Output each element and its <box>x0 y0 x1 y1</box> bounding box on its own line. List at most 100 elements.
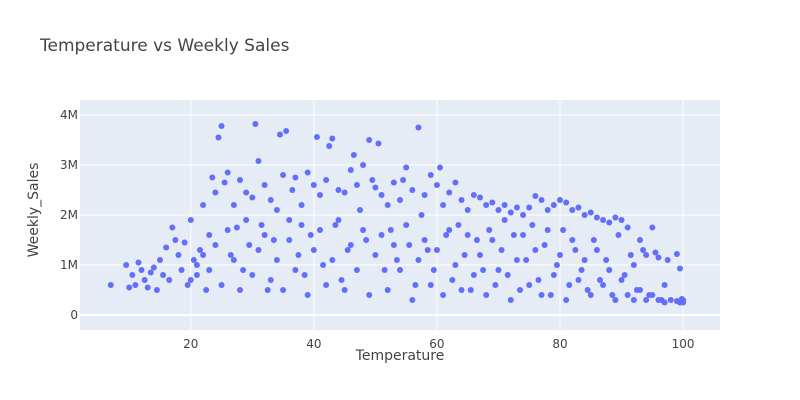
y-axis-label: Weekly_Sales <box>26 163 42 258</box>
scatter-point <box>569 207 576 213</box>
scatter-point <box>166 277 173 283</box>
scatter-point <box>461 252 468 258</box>
y-tick-label: 0 <box>70 308 78 322</box>
scatter-point <box>233 224 240 231</box>
scatter-point <box>575 204 582 211</box>
scatter-point <box>526 282 533 288</box>
scatter-point <box>178 267 185 273</box>
scatter-point <box>317 227 323 233</box>
scatter-point <box>486 227 493 233</box>
scatter-point <box>212 189 219 196</box>
scatter-point <box>369 177 376 183</box>
scatter-point <box>187 277 194 283</box>
scatter-point <box>538 292 545 298</box>
scatter-point <box>323 282 330 288</box>
scatter-point <box>458 197 465 203</box>
scatter-point <box>553 262 560 268</box>
scatter-point <box>200 252 207 258</box>
scatter-point <box>147 269 154 276</box>
scatter-point <box>301 272 308 278</box>
scatter-point <box>424 247 431 253</box>
scatter-point <box>329 135 336 142</box>
scatter-point <box>218 123 225 129</box>
scatter-point <box>218 282 225 288</box>
scatter-point <box>489 237 496 243</box>
scatter-point <box>230 202 237 208</box>
scatter-point <box>298 222 305 228</box>
scatter-point <box>292 267 299 273</box>
scatter-point <box>541 242 548 248</box>
scatter-point <box>280 172 287 178</box>
scatter-point <box>480 267 487 273</box>
scatter-point <box>341 189 348 196</box>
scatter-point <box>421 237 428 243</box>
scatter-point <box>563 297 570 303</box>
scatter-point <box>141 277 148 283</box>
scatter-point <box>467 287 474 293</box>
scatter-point <box>264 287 271 293</box>
scatter-point <box>550 202 557 208</box>
scatter-point <box>477 194 483 201</box>
scatter-point <box>187 217 194 223</box>
scatter-point <box>206 232 213 238</box>
scatter-point <box>507 297 514 303</box>
scatter-point <box>427 172 434 178</box>
scatter-point <box>609 292 616 298</box>
scatter-point <box>618 217 625 223</box>
scatter-point <box>329 257 336 263</box>
scatter-point <box>624 292 631 298</box>
scatter-point <box>603 257 610 263</box>
scatter-point <box>643 252 650 258</box>
scatter-point <box>273 207 280 213</box>
scatter-point <box>538 197 545 203</box>
x-tick-label: 100 <box>672 337 695 351</box>
scatter-point <box>289 187 296 193</box>
scatter-point <box>563 199 570 206</box>
scatter-point <box>618 277 625 283</box>
scatter-point <box>464 232 471 238</box>
scatter-point <box>452 262 459 268</box>
scatter-point <box>320 262 327 268</box>
scatter-point <box>267 197 274 203</box>
scatter-point <box>310 182 317 188</box>
scatter-point <box>286 237 293 243</box>
scatter-point <box>332 222 339 228</box>
scatter-point <box>433 182 440 188</box>
scatter-point <box>606 219 613 226</box>
scatter-point <box>593 247 600 253</box>
scatter-point <box>409 297 416 303</box>
scatter-point <box>513 257 520 263</box>
scatter-point <box>224 227 231 233</box>
scatter-point <box>221 179 228 186</box>
scatter-point <box>203 287 210 293</box>
scatter-point <box>437 164 443 171</box>
scatter-point <box>292 174 299 181</box>
scatter-point <box>353 267 360 273</box>
scatter-point <box>597 277 603 283</box>
scatter-point <box>529 222 536 228</box>
scatter-point <box>335 217 342 223</box>
scatter-point <box>606 267 613 273</box>
scatter-point <box>295 252 302 258</box>
scatter-point <box>153 287 160 293</box>
scatter-point <box>557 252 563 258</box>
scatter-point <box>600 282 607 288</box>
scatter-point <box>123 262 130 268</box>
y-tick-label: 4M <box>60 108 78 122</box>
scatter-point <box>630 262 637 268</box>
y-tick-label: 1M <box>60 258 78 272</box>
scatter-point <box>252 121 259 127</box>
scatter-point <box>677 265 683 272</box>
scatter-point <box>446 189 453 196</box>
scatter-point <box>593 214 600 221</box>
scatter-point <box>483 202 490 208</box>
scatter-point <box>157 257 163 263</box>
scatter-point <box>489 199 496 206</box>
scatter-point <box>360 162 367 168</box>
scatter-point <box>387 227 394 233</box>
scatter-point <box>587 209 594 216</box>
scatter-point <box>433 247 440 253</box>
scatter-point <box>430 267 437 273</box>
scatter-point <box>470 192 477 198</box>
